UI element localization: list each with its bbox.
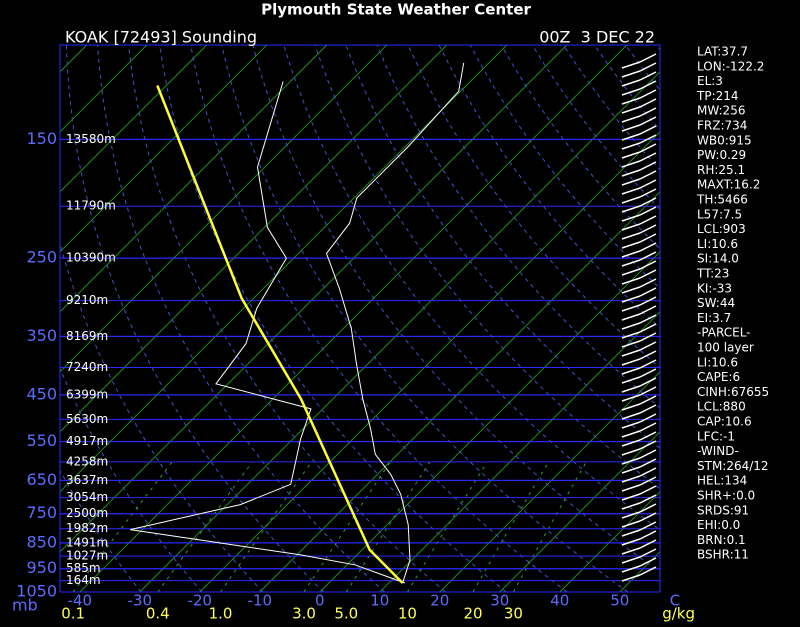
height-label: 164m	[66, 573, 101, 587]
height-label: 1491m	[66, 535, 108, 549]
y-tick-label: 250	[26, 248, 57, 267]
sounding-index: LFC:-1	[697, 429, 735, 443]
height-label: 3637m	[66, 473, 108, 487]
sounding-index: KI:-33	[697, 281, 732, 295]
sounding-index: PW:0.29	[697, 148, 746, 162]
y-tick-label: 650	[26, 470, 57, 489]
sounding-index: EI:3.7	[697, 311, 731, 325]
mixing-ratio-label: 3.0	[292, 605, 316, 623]
height-label: 6399m	[66, 387, 108, 401]
mixing-ratio-label: 1.0	[209, 605, 233, 623]
height-label: 3054m	[66, 490, 108, 504]
height-label: 11790m	[66, 199, 116, 213]
sounding-index: FRZ:734	[697, 119, 747, 133]
sounding-index: TH:5466	[696, 193, 748, 207]
sounding-index: CAPE:6	[697, 370, 740, 384]
y-tick-label: 550	[26, 431, 57, 450]
sounding-index: STM:264/12	[697, 459, 769, 473]
sounding-index: MW:256	[697, 104, 745, 118]
height-label: 1982m	[66, 521, 108, 535]
x-tick-label: 40	[550, 592, 569, 610]
sounding-index: SHR+:0.0	[697, 489, 755, 503]
y-tick-label: 850	[26, 532, 57, 551]
chart-title: Plymouth State Weather Center	[261, 1, 531, 19]
mixing-ratio-label: 20	[463, 605, 482, 623]
sounding-index: -WIND-	[697, 444, 739, 458]
sounding-index: LCL:880	[697, 400, 746, 414]
mixing-ratio-label: 10	[398, 605, 417, 623]
x-tick-label: 50	[610, 592, 629, 610]
height-label: 4917m	[66, 434, 108, 448]
x-tick-label: 10	[370, 592, 389, 610]
sounding-index: LON:-122.2	[697, 59, 764, 73]
sounding-index: EL:3	[697, 74, 723, 88]
sounding-index: WB0:915	[697, 133, 752, 147]
height-label: 8169m	[66, 329, 108, 343]
height-label: 5630m	[66, 412, 108, 426]
y-tick-label: 150	[26, 129, 57, 148]
sounding-index: -PARCEL-	[697, 326, 751, 340]
height-label: 7240m	[66, 360, 108, 374]
y-axis-unit: mb	[12, 596, 38, 615]
sounding-index: SRDS:91	[697, 503, 749, 517]
sounding-index: SW:44	[697, 296, 735, 310]
x-tick-label: 0	[315, 592, 325, 610]
height-label: 10390m	[66, 251, 116, 265]
y-tick-label: 450	[26, 384, 57, 403]
y-tick-label: 350	[26, 326, 57, 345]
y-tick-label: 950	[26, 558, 57, 577]
x-tick-label: -40	[68, 592, 93, 610]
sounding-index: CINH:67655	[697, 385, 769, 399]
mixing-ratio-label: 5.0	[334, 605, 358, 623]
x-tick-label: -30	[128, 592, 153, 610]
sounding-index: HEL:134	[697, 474, 747, 488]
height-label: 9210m	[66, 293, 108, 307]
sounding-index: LI:10.6	[697, 237, 738, 251]
sounding-index: MAXT:16.2	[697, 178, 760, 192]
x-tick-label: 20	[430, 592, 449, 610]
sounding-index: LAT:37.7	[697, 45, 748, 59]
x-tick-label: 30	[490, 592, 509, 610]
height-label: 13580m	[66, 132, 116, 146]
height-label: 4258m	[66, 454, 108, 468]
sounding-index: CAP:10.6	[697, 415, 752, 429]
y-tick-label: 750	[26, 503, 57, 522]
sounding-index: TP:214	[696, 89, 739, 103]
sounding-index: EHI:0.0	[697, 518, 740, 532]
mixing-ratio-unit: g/kg	[662, 605, 695, 623]
time-label: 00Z 3 DEC 22	[539, 28, 655, 47]
sounding-index: BRN:0.1	[697, 533, 746, 547]
height-label: 2500m	[66, 506, 108, 520]
sounding-index: SI:14.0	[697, 252, 739, 266]
sounding-index: TT:23	[696, 267, 729, 281]
sounding-index: LCL:903	[697, 222, 746, 236]
x-tick-label: -20	[188, 592, 213, 610]
sounding-index: L57:7.5	[697, 207, 742, 221]
sounding-index: 100 layer	[697, 341, 754, 355]
station-label: KOAK [72493] Sounding	[65, 28, 257, 47]
sounding-index: LI:10.6	[697, 355, 738, 369]
x-tick-label: -10	[248, 592, 273, 610]
sounding-index: BSHR:11	[697, 548, 749, 562]
sounding-index: RH:25.1	[697, 163, 745, 177]
